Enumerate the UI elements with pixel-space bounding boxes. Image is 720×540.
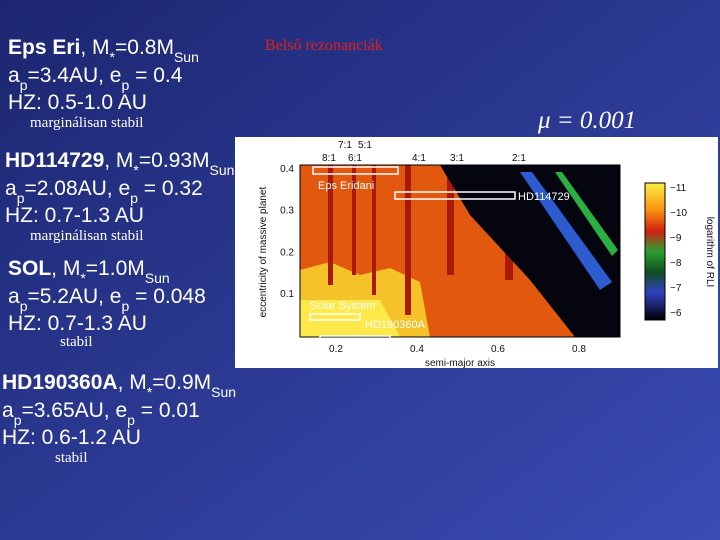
text-part: , M (118, 371, 147, 394)
y-axis-label: eccentricity of massive planet (258, 186, 269, 317)
text-part: a (8, 285, 20, 308)
colorbar (644, 182, 666, 321)
text-part: =0.9M (152, 371, 211, 394)
text-part: , M (104, 149, 133, 172)
map-chaotic (440, 165, 620, 337)
resonance-label: 6:1 (348, 153, 362, 164)
planet-annotation: HD114729 (518, 191, 570, 203)
text-part: =1.0M (86, 257, 145, 280)
x-tick-label: 0.6 (491, 344, 505, 355)
map-stable (300, 300, 400, 337)
system-orbit: ap=3.65AU, ep = 0.01 (2, 399, 200, 428)
text-part: =0.93M (139, 149, 210, 172)
resonance-label: 4:1 (412, 153, 426, 164)
subscript: * (110, 49, 116, 65)
text-part: = 0.01 (135, 399, 200, 422)
planet-annotation: Solar System (310, 300, 375, 312)
x-tick-label: 0.4 (410, 344, 424, 355)
habitable-zone: HZ: 0.7-1.3 AU (5, 204, 144, 227)
resonance-label: 7:1 (338, 140, 352, 151)
text-part: , M (80, 36, 109, 59)
y-tick-label: 0.2 (280, 247, 294, 258)
system-name: HD114729 (5, 149, 104, 172)
resonance-label: 8:1 (322, 153, 336, 164)
y-tick-label: 0.4 (280, 164, 294, 175)
resonance-label: 5:1 (358, 140, 372, 151)
system-orbit: ap=3.4AU, ep = 0.4 (8, 64, 183, 93)
habitable-zone: HZ: 0.5-1.0 AU (8, 91, 147, 114)
subscript: Sun (174, 49, 199, 65)
y-tick-label: 0.3 (280, 206, 294, 217)
system-orbit: ap=2.08AU, ep = 0.32 (5, 177, 203, 206)
text-part: =3.65AU, e (21, 399, 127, 422)
resonance-label: 3:1 (450, 153, 464, 164)
subscript: * (80, 270, 86, 286)
planet-annotation: HD190360A (365, 319, 426, 331)
subscript: p (127, 412, 135, 428)
text-part: a (2, 399, 14, 422)
x-tick-label: 0.8 (572, 344, 586, 355)
subscript: p (20, 77, 28, 93)
text-part: = 0.32 (138, 177, 203, 200)
colorbar-tick-label: −11 (670, 183, 687, 194)
text-part: =2.08AU, e (24, 177, 130, 200)
slide-title: Belső rezonanciák (265, 37, 383, 54)
stability-status: marginálisan stabil (30, 228, 143, 244)
text-part: =3.4AU, e (27, 64, 121, 87)
map-band (520, 172, 612, 290)
text-part: a (8, 64, 20, 87)
text-part: a (5, 177, 17, 200)
colorbar-tick-label: −6 (670, 308, 682, 319)
text-part: = 0.048 (129, 285, 205, 308)
system-heading: Eps Eri, M*=0.8MSun (8, 36, 199, 65)
text-part: =5.2AU, e (27, 285, 121, 308)
plot-frame (299, 164, 621, 338)
colorbar-tick-label: −8 (670, 258, 682, 269)
subscript: Sun (211, 384, 236, 400)
system-heading: HD190360A, M*=0.9MSun (2, 371, 236, 400)
resonance-label: 2:1 (512, 153, 526, 164)
stability-status: marginálisan stabil (30, 115, 143, 131)
stability-status: stabil (60, 334, 93, 350)
stability-map (235, 137, 718, 368)
figure-labels: eccentricity of massive planet semi-major… (258, 140, 715, 369)
map-band (555, 172, 618, 256)
planet-annotation: Eps Eridani (318, 180, 374, 192)
text-part: =0.8M (115, 36, 174, 59)
colorbar-tick-label: −9 (670, 233, 682, 244)
subscript: * (133, 162, 139, 178)
habitable-zone: HZ: 0.7-1.3 AU (8, 312, 147, 335)
system-name: Eps Eri (8, 36, 80, 59)
system-name: SOL (8, 257, 51, 280)
stability-status: stabil (55, 450, 88, 466)
y-tick-label: 0.1 (280, 289, 294, 300)
subscript: p (20, 298, 28, 314)
subscript: p (121, 77, 129, 93)
colorbar-label: logarithm of RLI (704, 217, 715, 288)
subscript: Sun (145, 270, 170, 286)
planet-boxes (309, 166, 516, 342)
system-heading: HD114729, M*=0.93MSun (5, 149, 234, 178)
colorbar-tick-label: −10 (670, 208, 687, 219)
colorbar-tick-label: −7 (670, 283, 682, 294)
x-axis-label: semi-major axis (425, 358, 495, 369)
subscript: p (121, 298, 129, 314)
text-part: = 0.4 (129, 64, 182, 87)
habitable-zone: HZ: 0.6-1.2 AU (2, 426, 141, 449)
system-name: HD190360A (2, 371, 118, 394)
subscript: * (147, 384, 153, 400)
mu-label: μ = 0.001 (537, 107, 636, 134)
system-heading: SOL, M*=1.0MSun (8, 257, 170, 286)
x-tick-label: 0.2 (329, 344, 343, 355)
subscript: p (14, 412, 22, 428)
subscript: p (130, 190, 138, 206)
text-part: , M (51, 257, 80, 280)
subscript: p (17, 190, 25, 206)
system-orbit: ap=5.2AU, ep = 0.048 (8, 285, 206, 314)
subscript: Sun (210, 162, 235, 178)
